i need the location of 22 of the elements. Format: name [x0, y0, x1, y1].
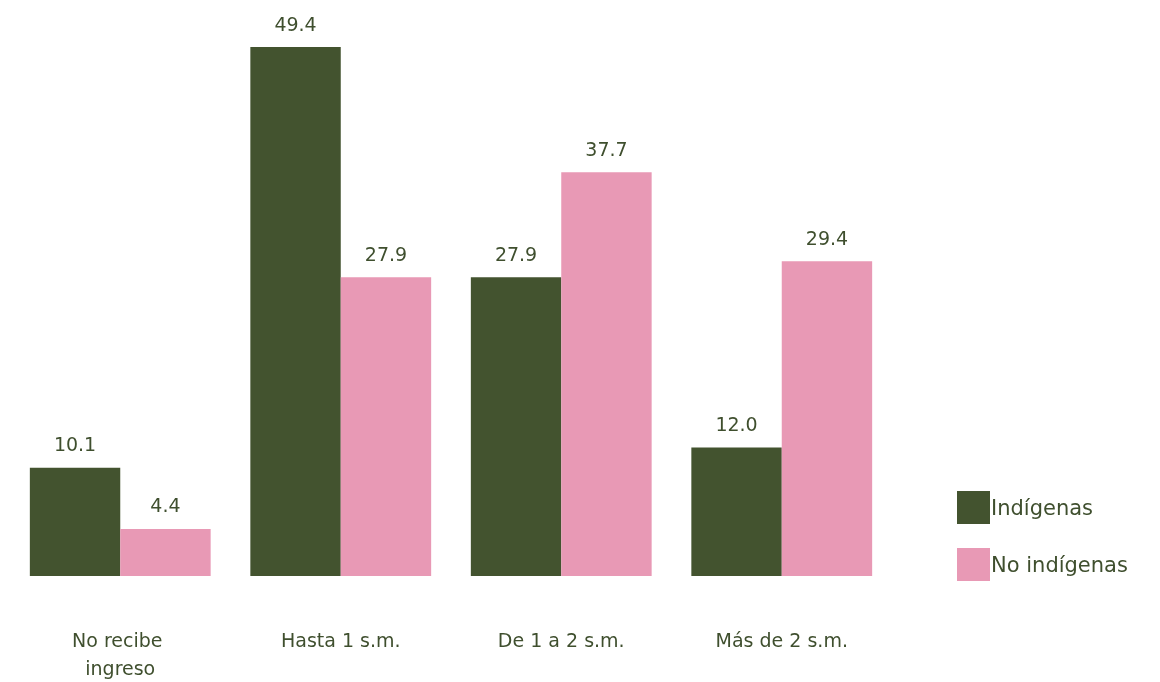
x-tick-label: Más de 2 s.m.	[715, 629, 848, 651]
data-label: 27.9	[494, 242, 538, 265]
bar	[781, 261, 873, 576]
data-label: 12.0	[715, 413, 758, 435]
data-label: 4.4	[150, 494, 181, 517]
legend-label: Indígenas	[991, 495, 1094, 520]
x-tick-label: De 1 a 2 s.m.	[497, 629, 625, 651]
bar	[561, 172, 652, 576]
bar	[691, 447, 782, 576]
bar	[120, 528, 211, 576]
bar	[340, 277, 432, 576]
bar	[470, 277, 562, 576]
data-label: 37.7	[585, 137, 628, 160]
x-tick-label: Hasta 1 s.m.	[280, 629, 401, 651]
x-tick-label: No recibe ingreso	[72, 629, 169, 679]
data-label: 49.4	[274, 12, 317, 35]
data-label: 29.4	[805, 226, 849, 249]
bar	[29, 467, 121, 576]
bar	[250, 47, 341, 576]
data-label: 10.1	[53, 433, 97, 456]
legend-label: No indígenas	[991, 552, 1128, 577]
data-label: 27.9	[364, 242, 408, 265]
